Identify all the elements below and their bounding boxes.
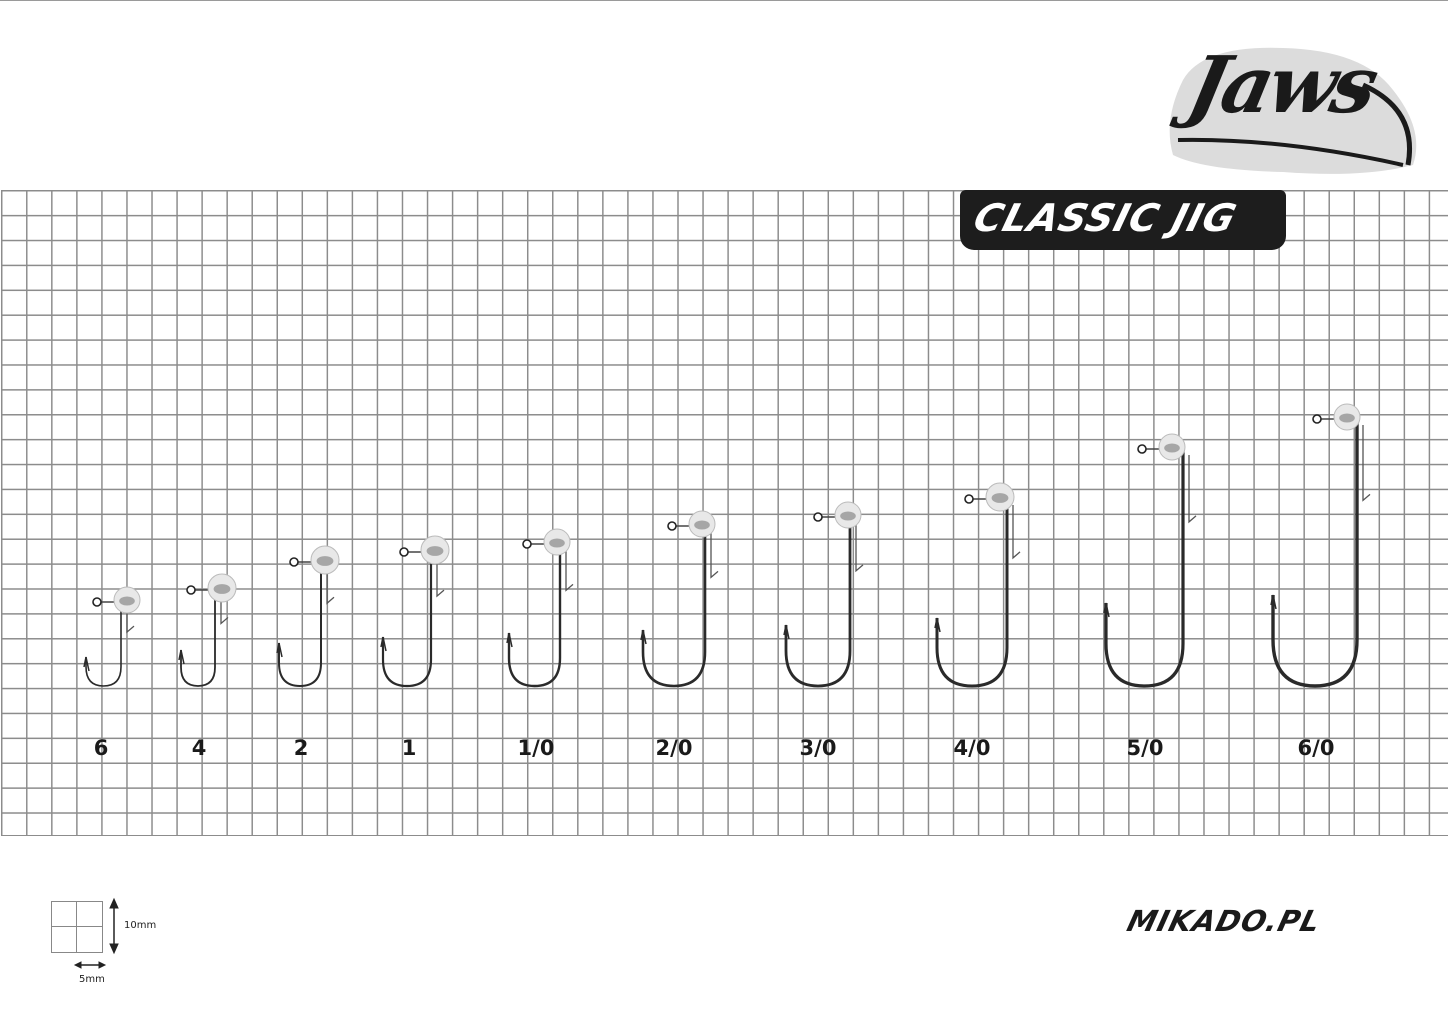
jig-head-eyes	[213, 584, 231, 594]
size-label: 6/0	[1297, 736, 1335, 760]
eye-icon	[186, 585, 196, 595]
eye-icon	[1137, 444, 1147, 454]
hook-shank	[1104, 447, 1185, 688]
hook-barb	[1103, 602, 1110, 618]
jig-hook-1	[380, 535, 450, 688]
hook-shank	[278, 560, 322, 688]
hook-shank	[180, 588, 216, 687]
bait-keeper	[220, 596, 229, 625]
hook-barb	[83, 656, 90, 672]
eye-icon	[522, 539, 532, 549]
jig-head-eyes	[991, 493, 1009, 503]
hook-shank	[935, 497, 1009, 688]
jig-head-eyes	[840, 511, 856, 521]
jaws-logo	[1169, 47, 1417, 174]
size-label: 1	[401, 736, 417, 760]
scale-legend-square	[51, 901, 103, 953]
hook-barb	[1270, 594, 1277, 610]
eye-icon	[964, 494, 974, 504]
jig-head-eyes	[1164, 443, 1180, 453]
size-label: 2/0	[655, 736, 693, 760]
jig-hook-3-0	[783, 501, 864, 688]
hook-shank	[641, 524, 707, 688]
vertical-arrow-icon	[109, 897, 119, 955]
eye-icon	[1312, 414, 1322, 424]
bait-keeper	[1188, 455, 1197, 524]
jig-hook-6	[83, 586, 141, 687]
bait-keeper	[1362, 425, 1371, 502]
bait-keeper	[855, 523, 864, 573]
hook-shank	[381, 550, 433, 688]
bait-keeper	[710, 532, 719, 579]
scale-legend-horizontal: 5mm	[79, 974, 105, 985]
website-logo: MIKADO.PL	[1123, 904, 1325, 938]
jig-hook-2	[276, 545, 340, 688]
jig-hook-4-0	[934, 482, 1021, 688]
hook-shank	[784, 515, 852, 688]
hook-barb	[640, 629, 647, 645]
hook-shank	[1271, 417, 1359, 688]
hook-barb	[178, 649, 185, 665]
hook-barb	[380, 636, 387, 652]
hook-barb	[783, 624, 790, 640]
eye-icon	[667, 521, 677, 531]
hook-barb	[276, 642, 283, 658]
size-label: 4/0	[953, 736, 991, 760]
hook-shank	[507, 542, 562, 688]
top-border	[0, 0, 1448, 1]
bait-keeper	[326, 568, 335, 605]
bait-keeper	[126, 608, 135, 634]
jig-head-eyes	[316, 556, 334, 566]
horizontal-arrow-icon	[73, 961, 107, 969]
jig-head-eyes	[1339, 413, 1355, 423]
size-label: 5/0	[1126, 736, 1164, 760]
size-label: 6	[93, 736, 109, 760]
eye-icon	[289, 557, 299, 567]
hook-barb	[934, 617, 941, 633]
eye-icon	[813, 512, 823, 522]
classic-jig-badge	[960, 190, 1286, 250]
jig-hook-6-0	[1270, 403, 1371, 688]
bait-keeper	[1012, 505, 1021, 560]
size-label: 4	[191, 736, 207, 760]
jig-head-eyes	[549, 538, 565, 548]
jig-head-eyes	[119, 596, 135, 606]
jig-hook-4	[178, 573, 237, 687]
bait-keeper	[565, 550, 574, 592]
hook-shank	[85, 600, 122, 687]
jig-hook-5-0	[1103, 433, 1197, 688]
jig-hook-1-0	[506, 528, 574, 688]
eye-icon	[92, 597, 102, 607]
eye-icon	[399, 547, 409, 557]
measurement-grid	[1, 190, 1448, 836]
jig-head-eyes	[694, 520, 710, 530]
hook-barb	[506, 632, 513, 648]
bait-keeper	[436, 558, 445, 598]
size-label: 1/0	[517, 736, 555, 760]
size-label: 2	[293, 736, 309, 760]
scale-legend-vertical: 10mm	[124, 920, 157, 931]
size-label: 3/0	[799, 736, 837, 760]
jig-head-eyes	[426, 546, 444, 556]
jig-hook-2-0	[640, 510, 719, 688]
